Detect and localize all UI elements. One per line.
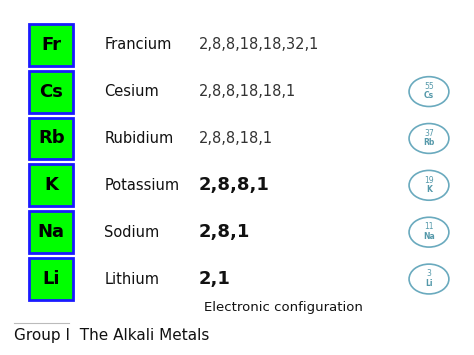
Text: Group I  The Alkali Metals: Group I The Alkali Metals [14,328,210,343]
Text: 19: 19 [424,176,434,185]
Text: K: K [426,185,432,194]
Text: Li: Li [425,279,433,288]
Text: 11: 11 [424,223,434,231]
Circle shape [409,124,449,153]
Text: 2,8,1: 2,8,1 [199,223,250,241]
Circle shape [409,217,449,247]
FancyBboxPatch shape [29,258,73,300]
Text: Potassium: Potassium [104,178,179,193]
Text: K: K [44,176,58,194]
FancyBboxPatch shape [29,24,73,66]
Text: Lithium: Lithium [104,272,159,286]
Text: Na: Na [423,232,435,241]
FancyBboxPatch shape [29,118,73,159]
Text: 3: 3 [427,269,431,278]
Text: 2,8,8,18,1: 2,8,8,18,1 [199,131,273,146]
Text: Francium: Francium [104,37,172,52]
FancyBboxPatch shape [29,211,73,253]
Text: 2,8,8,18,18,32,1: 2,8,8,18,18,32,1 [199,37,319,52]
Text: Cesium: Cesium [104,84,159,99]
Text: 55: 55 [424,82,434,91]
Text: Electronic configuration: Electronic configuration [204,301,363,313]
Text: Rubidium: Rubidium [104,131,173,146]
Text: 2,1: 2,1 [199,270,231,288]
Circle shape [409,77,449,106]
Text: Fr: Fr [41,36,61,54]
Text: Rb: Rb [38,130,64,147]
Circle shape [409,170,449,200]
Text: 2,8,8,18,18,1: 2,8,8,18,18,1 [199,84,296,99]
Circle shape [409,264,449,294]
FancyBboxPatch shape [29,164,73,206]
Text: Sodium: Sodium [104,225,160,240]
Text: Rb: Rb [423,138,435,147]
Text: Cs: Cs [39,83,63,100]
Text: Na: Na [38,223,64,241]
Text: 37: 37 [424,129,434,138]
Text: Cs: Cs [424,91,434,100]
Text: 2,8,8,1: 2,8,8,1 [199,176,270,194]
FancyBboxPatch shape [29,71,73,113]
Text: Li: Li [43,270,60,288]
